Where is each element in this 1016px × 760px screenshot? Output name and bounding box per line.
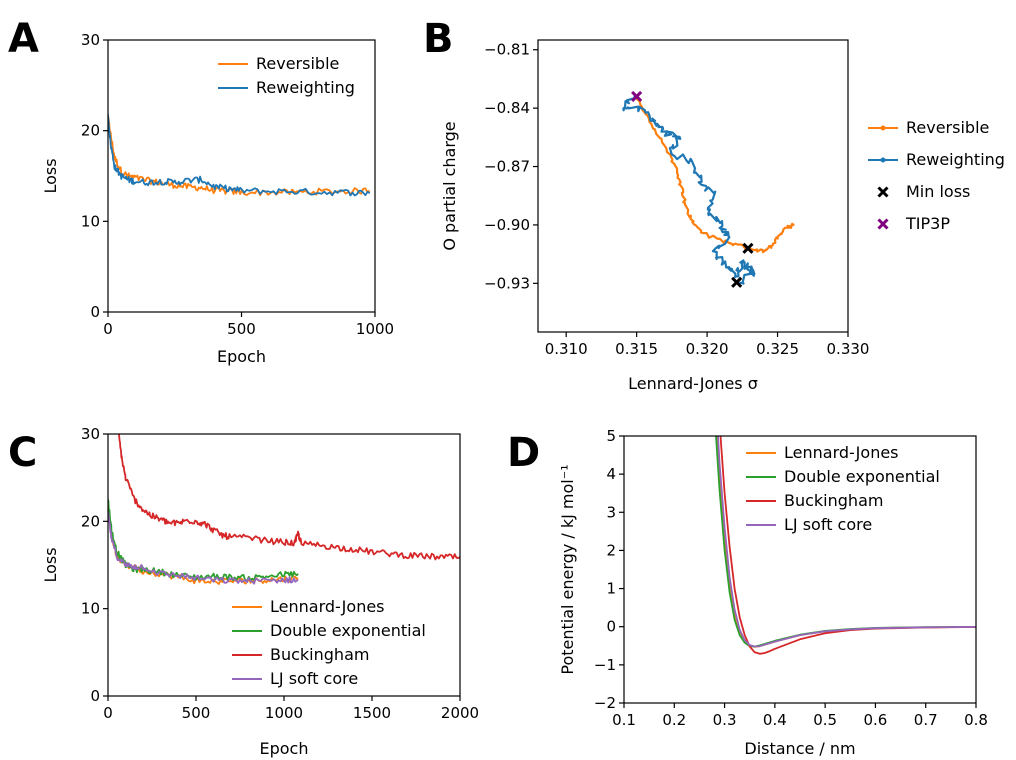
y-axis-label: Loss (41, 158, 60, 193)
x-tick-label: 2000 (441, 704, 479, 722)
y-tick-label: 0 (90, 687, 100, 705)
x-tick-label: 0.325 (756, 340, 799, 358)
y-tick-label: 5 (606, 427, 616, 445)
x-tick-label: 500 (227, 320, 256, 338)
y-tick-label: −0.93 (484, 274, 530, 292)
legend-label: Reweighting (906, 150, 1005, 169)
x-tick-label: 0.320 (686, 340, 729, 358)
axes-frame (537, 39, 849, 333)
x-tick-label: 1500 (353, 704, 391, 722)
x-tick-label: 0 (103, 704, 113, 722)
series-line-reweighting (108, 114, 371, 197)
series-line-reweighting (622, 94, 756, 285)
x-tick-label: 0.310 (545, 340, 588, 358)
panel-b: B −0.81 −0.84 −0.87 −0.90 −0.93 0.310 0.315 0.32… (423, 16, 1005, 393)
y-axis-label: Loss (41, 547, 60, 582)
x-tick-label: 0.7 (914, 711, 938, 729)
y-tick-label: 1 (606, 580, 616, 598)
y-tick-label: 30 (81, 31, 100, 49)
x-tick-label: 0.2 (662, 711, 686, 729)
x-tick-label: 0.330 (827, 340, 870, 358)
x-axis-label: Lennard-Jones σ (628, 374, 758, 393)
y-tick-label: 10 (81, 212, 100, 230)
y-tick-label: 20 (81, 512, 100, 530)
x-tick-label: 0.5 (813, 711, 837, 729)
legend-label: Lennard-Jones (270, 597, 385, 616)
legend-marker (877, 186, 889, 198)
series-line-reversible (635, 95, 795, 254)
panel-d: D −2 −1 0 1 2 3 4 5 0.1 0.2 0.3 0.4 0.5 0.6 0.7 0.8 Dista… (507, 427, 988, 758)
y-tick-label: −0.84 (484, 99, 530, 117)
y-tick-label: −0.90 (484, 216, 530, 234)
y-axis-label: Potential energy / kJ mol⁻¹ (558, 464, 577, 674)
legend-label: Double exponential (270, 621, 426, 640)
y-tick-label: −0.87 (484, 158, 530, 176)
x-tick-label: 1000 (356, 320, 394, 338)
x-tick-label: 1000 (265, 704, 303, 722)
legend-label: Buckingham (270, 645, 369, 664)
y-tick-label: 0 (90, 303, 100, 321)
x-axis-label: Epoch (260, 739, 309, 758)
legend: Lennard-Jones Double exponential Buckingha… (746, 443, 940, 534)
y-tick-label: −1 (594, 656, 616, 674)
x-tick-label: 0.6 (863, 711, 887, 729)
y-tick-label: 30 (81, 425, 100, 443)
y-tick-label: 0 (606, 618, 616, 636)
legend-label: TIP3P (905, 214, 950, 233)
marker-tip3p (631, 90, 643, 103)
x-tick-label: 500 (182, 704, 211, 722)
legend-label: Lennard-Jones (784, 443, 899, 462)
legend: Reversible Reweighting Min loss TIP3P (868, 118, 1005, 233)
panel-a: A 0 10 20 30 0 500 1000 Epoch Loss Reversible Rewei… (8, 16, 394, 366)
x-tick-label: 0.8 (964, 711, 988, 729)
x-axis-label: Distance / nm (744, 739, 855, 758)
legend-label: Buckingham (784, 491, 883, 510)
y-tick-label: 4 (606, 465, 616, 483)
legend-swatch-dot (880, 157, 886, 163)
y-tick-label: −0.81 (484, 41, 530, 59)
series-line-buckingham (118, 434, 460, 561)
panel-letter: B (423, 16, 454, 62)
legend-label: Min loss (906, 182, 970, 201)
y-tick-label: 20 (81, 122, 100, 140)
legend-swatch-dot (880, 125, 886, 131)
legend-label: Reversible (256, 54, 339, 73)
x-tick-label: 0.4 (763, 711, 787, 729)
legend-label: Reweighting (256, 78, 355, 97)
legend-label: LJ soft core (784, 515, 872, 534)
marker-min-loss (731, 276, 743, 288)
y-tick-label: 2 (606, 541, 616, 559)
series-line-lj-soft-core (717, 436, 976, 648)
y-tick-label: −2 (594, 694, 616, 712)
legend-label: Double exponential (784, 467, 940, 486)
y-tick-label: 3 (606, 503, 616, 521)
legend-label: LJ soft core (270, 669, 358, 688)
x-tick-label: 0.315 (615, 340, 658, 358)
y-axis-label: O partial charge (440, 121, 459, 250)
series-line-lj-soft-core (108, 511, 299, 585)
y-tick-label: 10 (81, 600, 100, 618)
legend-label: Reversible (906, 118, 989, 137)
panel-c: C 0 10 20 30 0 500 1000 1500 2000 Epoch Loss Lennard… (8, 425, 479, 758)
x-axis-label: Epoch (217, 347, 266, 366)
panel-letter: D (507, 430, 540, 476)
legend-marker (877, 218, 889, 230)
marker-min-loss (742, 242, 754, 254)
panel-letter: A (8, 16, 39, 62)
x-tick-label: 0.1 (612, 711, 636, 729)
legend: Reversible Reweighting (218, 54, 355, 97)
panel-letter: C (8, 430, 37, 476)
x-tick-label: 0 (103, 320, 113, 338)
x-tick-label: 0.3 (713, 711, 737, 729)
axes-frame (623, 435, 977, 704)
legend: Lennard-Jones Double exponential Buckingha… (232, 597, 426, 688)
